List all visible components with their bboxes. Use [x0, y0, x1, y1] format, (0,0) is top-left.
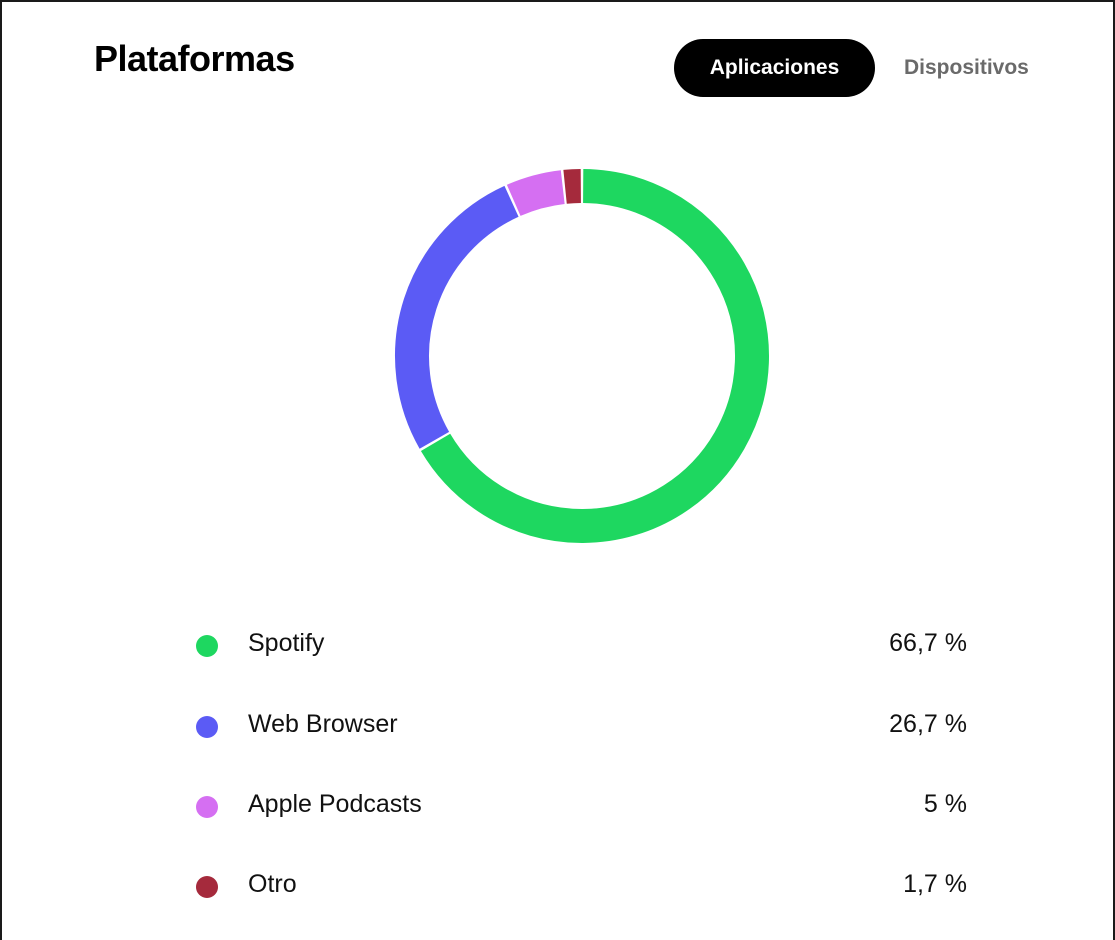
tab-aplicaciones[interactable]: Aplicaciones — [674, 39, 875, 97]
donut-segment-apple-podcasts[interactable] — [506, 170, 566, 217]
legend-item-otro: Otro 1,7 % — [192, 866, 967, 906]
legend-label: Web Browser — [248, 710, 398, 738]
legend-swatch-web-browser — [196, 716, 218, 738]
tab-dispositivos[interactable]: Dispositivos — [904, 56, 1029, 79]
donut-segment-web-browser[interactable] — [395, 185, 519, 449]
donut-chart — [395, 169, 769, 543]
legend-value: 66,7 % — [889, 629, 967, 657]
donut-segment-otro[interactable] — [563, 169, 582, 204]
legend-label: Otro — [248, 870, 297, 898]
legend-swatch-apple-podcasts — [196, 796, 218, 818]
legend-value: 26,7 % — [889, 710, 967, 738]
legend-label: Spotify — [248, 629, 325, 657]
legend-swatch-otro — [196, 876, 218, 898]
donut-segment-spotify[interactable] — [420, 169, 769, 543]
page-title: Plataformas — [94, 38, 295, 79]
legend-swatch-spotify — [196, 635, 218, 657]
legend-value: 1,7 % — [903, 870, 967, 898]
legend-label: Apple Podcasts — [248, 790, 422, 818]
legend-item-spotify: Spotify 66,7 % — [192, 625, 967, 665]
legend-item-web-browser: Web Browser 26,7 % — [192, 706, 967, 746]
legend-item-apple-podcasts: Apple Podcasts 5 % — [192, 786, 967, 826]
legend-value: 5 % — [923, 790, 967, 818]
